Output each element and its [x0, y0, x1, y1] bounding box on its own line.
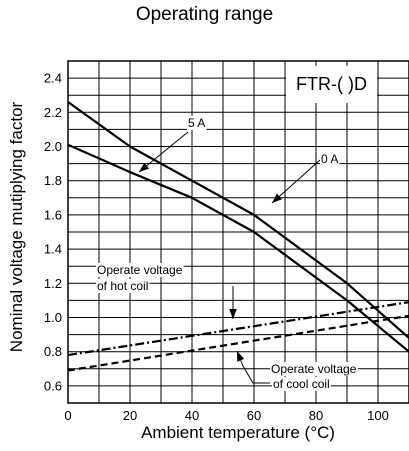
y-tick-label: 0.8 [44, 344, 62, 359]
label-cool-1-bg [270, 362, 358, 376]
label-hot-2: of hot coil [97, 279, 148, 293]
x-tick-label: 60 [247, 408, 261, 423]
label-5a-bg [187, 116, 207, 130]
x-tick-label: 20 [123, 408, 137, 423]
label-5a: 5 A [188, 116, 205, 130]
y-tick-label: 2.4 [44, 71, 62, 86]
plot-frame [67, 60, 409, 404]
label-cool-arrowhead [237, 351, 245, 362]
x-axis-label: Ambient temperature (°C) [141, 423, 335, 442]
label-0a-bg [320, 152, 340, 166]
model-label: FTR-( )D [296, 74, 367, 94]
label-cool-2-bg [272, 377, 331, 391]
label-hot-2-bg [96, 279, 150, 293]
label-0a-leader [271, 159, 321, 204]
y-tick-label: 1.2 [44, 276, 62, 291]
series-line [67, 301, 409, 357]
y-axis-label: Nominal voltage mutiplying factor [7, 101, 26, 352]
label-hot-1: Operate voltage [97, 263, 183, 277]
label-0a-arrowhead [272, 193, 282, 203]
x-tick-label: 40 [185, 408, 199, 423]
chart-title: Operating range [135, 4, 274, 25]
label-hot-1-bg [96, 263, 184, 277]
label-hot-arrowhead [229, 309, 237, 319]
x-tick-label: 100 [367, 408, 389, 423]
y-tick-label: 1.6 [44, 207, 62, 222]
y-tick-label: 2.0 [44, 139, 62, 154]
label-0a: 0 A [321, 152, 338, 166]
label-group: FTR-( )D 5 A 0 A Operate voltage of hot coil… [96, 66, 377, 391]
y-tick-label: 1.4 [44, 242, 62, 257]
series-group [67, 101, 409, 372]
label-cool-2: of cool coil [273, 377, 330, 391]
label-5a-arrowhead [139, 162, 150, 172]
y-tick-label: 0.6 [44, 378, 62, 393]
y-tick-label: 1.0 [44, 310, 62, 325]
y-tick-label: 2.2 [44, 105, 62, 120]
label-cool-1: Operate voltage [271, 362, 357, 376]
x-tick-label: 80 [309, 408, 323, 423]
y-tick-label: 1.8 [44, 173, 62, 188]
series-line [67, 143, 409, 353]
tick-labels: 0 20 40 60 80 100 0.6 0.8 1.0 1.2 1.4 1.6 1.8 2.0 2.2 2… [44, 71, 389, 423]
label-cool-stem [242, 365, 270, 384]
grid [67, 60, 409, 404]
series-line [67, 314, 409, 372]
label-5a-leader [138, 131, 189, 173]
model-label-bg [286, 66, 377, 103]
series-line [67, 101, 409, 339]
x-tick-label: 0 [64, 408, 71, 423]
